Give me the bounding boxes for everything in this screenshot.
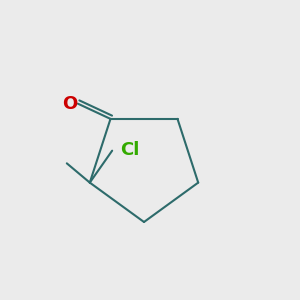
Text: O: O <box>62 95 77 113</box>
Text: Cl: Cl <box>120 141 139 159</box>
